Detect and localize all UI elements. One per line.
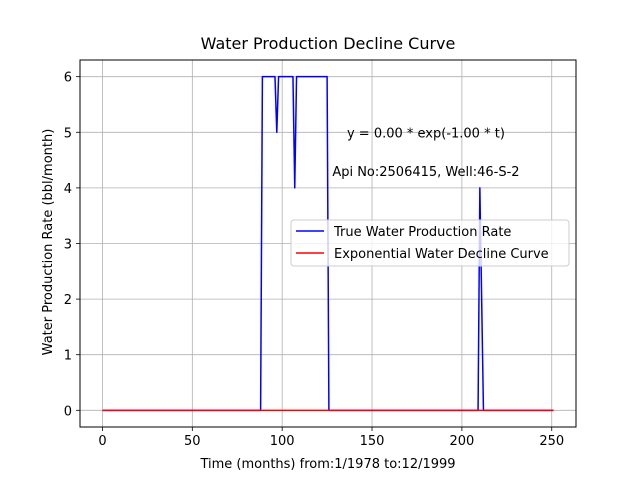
x-tick-label: 100 bbox=[270, 434, 295, 449]
y-tick-label: 3 bbox=[64, 238, 72, 253]
y-tick-label: 2 bbox=[64, 293, 72, 308]
legend: True Water Production Rate Exponential W… bbox=[290, 219, 570, 267]
y-tick-label: 1 bbox=[64, 349, 72, 364]
equation-annotation: y = 0.00 * exp(-1.00 * t) bbox=[347, 126, 505, 141]
y-tick-label: 5 bbox=[64, 126, 72, 141]
legend-box bbox=[290, 219, 570, 267]
legend-label-decline-curve: Exponential Water Decline Curve bbox=[334, 247, 549, 262]
annotations: y = 0.00 * exp(-1.00 * t) Api No:2506415,… bbox=[332, 126, 519, 180]
y-tick-label: 6 bbox=[64, 71, 72, 86]
x-tick-label: 200 bbox=[449, 434, 474, 449]
axis-ticks: 0 50 100 150 200 250 0 1 2 3 4 5 6 bbox=[64, 71, 564, 449]
y-tick-label: 0 bbox=[64, 404, 72, 419]
well-annotation: Api No:2506415, Well:46-S-2 bbox=[332, 165, 519, 180]
x-axis-label: Time (months) from:1/1978 to:12/1999 bbox=[199, 457, 455, 472]
y-tick-label: 4 bbox=[64, 182, 72, 197]
legend-label-true-rate: True Water Production Rate bbox=[333, 225, 511, 240]
x-tick-label: 50 bbox=[184, 434, 201, 449]
chart-title: Water Production Decline Curve bbox=[201, 34, 456, 53]
x-tick-label: 250 bbox=[539, 434, 564, 449]
x-tick-label: 150 bbox=[360, 434, 385, 449]
x-tick-label: 0 bbox=[98, 434, 106, 449]
y-axis-label: Water Production Rate (bbl/month) bbox=[41, 129, 56, 356]
